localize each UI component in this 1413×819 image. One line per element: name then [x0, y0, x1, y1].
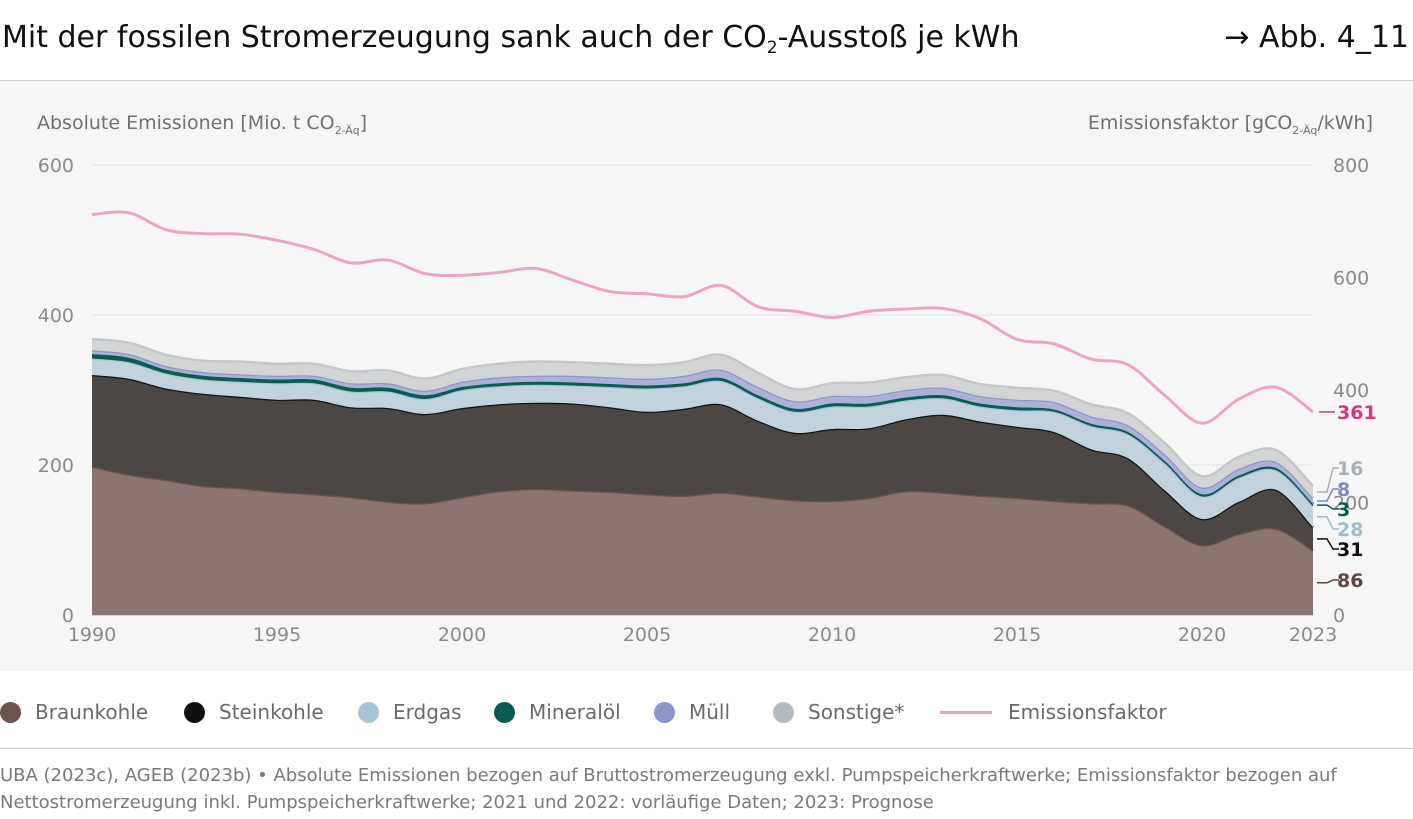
y-left-tick-label: 200	[38, 455, 74, 477]
y-right-tick-label: 400	[1333, 380, 1369, 402]
end-label-leader	[1317, 538, 1339, 550]
end-label-leader	[1317, 467, 1339, 493]
x-tick-label: 1995	[253, 624, 301, 646]
end-label-leader	[1317, 516, 1339, 530]
y-left-tick-label: 600	[38, 155, 74, 177]
figure-reference-link[interactable]: → Abb. 4_11	[1224, 20, 1409, 55]
y-right-tick-label: 200	[1333, 493, 1369, 515]
area-müll	[92, 350, 1313, 504]
legend-item: Erdgas	[358, 697, 462, 727]
end-label: 16	[1337, 458, 1363, 480]
x-tick-label: 2015	[993, 624, 1041, 646]
legend-item: Braunkohle	[0, 697, 148, 727]
x-tick-label: 2020	[1178, 624, 1226, 646]
end-label: 3	[1337, 499, 1350, 521]
y-right-tick-label: 800	[1333, 155, 1369, 177]
x-tick-label: 2005	[623, 624, 671, 646]
legend-item: Sonstige*	[773, 697, 904, 727]
legend-dot-swatch	[358, 701, 379, 723]
y-right-tick-label: 0	[1333, 605, 1345, 627]
x-tick-label: 1990	[68, 624, 116, 646]
legend-label: Steinkohle	[219, 700, 324, 724]
end-label: 86	[1337, 570, 1363, 592]
legend-item: Steinkohle	[184, 697, 324, 727]
legend-dot-swatch	[773, 701, 794, 723]
emissions-chart: 0 200 400 600 0 200 400 600 800 1990 1995 2000 2005 2…	[38, 155, 1377, 646]
legend-label: Emissionsfaktor	[1008, 700, 1167, 724]
page-title: Mit der fossilen Stromerzeugung sank auc…	[2, 20, 1020, 58]
end-label: 8	[1337, 479, 1350, 501]
end-label: 28	[1337, 519, 1363, 541]
right-axis-title: Emissionsfaktor [gCO2-Äq/kWh]	[1087, 112, 1373, 137]
end-label-leader	[1317, 579, 1339, 584]
legend-dot-swatch	[654, 701, 675, 723]
legend-item: Mineralöl	[494, 697, 621, 727]
chart-legend: Braunkohle Steinkohle Erdgas Mineralöl Müll S…	[0, 697, 1413, 727]
left-axis-title: Absolute Emissionen [Mio. t CO2-Äq]	[37, 112, 368, 137]
area-sonstige	[92, 339, 1313, 498]
x-tick-label: 2023	[1289, 624, 1337, 646]
legend-label: Braunkohle	[35, 700, 149, 724]
x-tick-label: 2000	[438, 624, 486, 646]
y-right-tick-label: 600	[1333, 268, 1369, 290]
legend-dot-swatch	[184, 701, 205, 723]
legend-item: Müll	[654, 697, 730, 727]
area-erdgas	[92, 358, 1313, 528]
header: Mit der fossilen Stromerzeugung sank auc…	[0, 0, 1413, 81]
legend-label: Sonstige*	[808, 700, 905, 724]
y-left-tick-label: 0	[62, 605, 74, 627]
end-label-leader	[1317, 488, 1339, 502]
legend-label: Erdgas	[393, 700, 462, 724]
legend-item: Emissionsfaktor	[940, 697, 1167, 727]
end-label: 361	[1337, 402, 1377, 424]
end-label: 31	[1337, 539, 1363, 561]
emissionsfaktor-line	[91, 210, 1314, 425]
legend-line-swatch	[940, 710, 992, 714]
area-steinkohle	[92, 375, 1313, 551]
legend-dot-swatch	[0, 701, 21, 723]
source-footnote: UBA (2023c), AGEB (2023b) • Absolute Emi…	[0, 748, 1413, 816]
y-left-tick-label: 400	[38, 305, 74, 327]
legend-dot-swatch	[494, 701, 515, 723]
legend-label: Müll	[689, 700, 731, 724]
end-label-leader	[1317, 504, 1339, 510]
area-top-line-sonstige	[91, 337, 1314, 487]
area-mineralöl	[92, 354, 1313, 507]
x-tick-label: 2010	[808, 624, 856, 646]
legend-label: Mineralöl	[529, 700, 621, 724]
